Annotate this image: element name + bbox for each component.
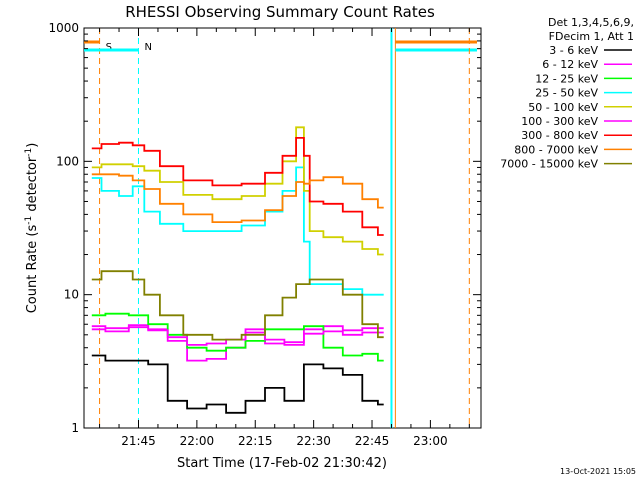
y-tick-label: 1000 — [48, 21, 79, 35]
plot-area — [83, 27, 482, 429]
legend-entry-label: 6 - 12 keV — [542, 58, 598, 71]
series-line — [91, 137, 384, 236]
legend-header-line-1: Det 1,3,4,5,6,9, — [548, 16, 634, 29]
y-tick-label: 1 — [71, 421, 79, 435]
legend-header-line-2: FDecim 1, Att 1 — [549, 30, 634, 43]
series-layer — [91, 126, 384, 414]
legend-entry-label: 50 - 100 keV — [528, 101, 598, 114]
y-tick-label: 10 — [64, 288, 79, 302]
y-axis-label: Count Rate (s-1 detector-1) — [24, 143, 40, 314]
x-tick-label: 22:00 — [180, 434, 215, 448]
legend: Det 1,3,4,5,6,9, FDecim 1, Att 1 3 - 6 k… — [500, 16, 634, 171]
y-label-sup-2: -1 — [24, 148, 34, 157]
x-tick-label: 22:30 — [296, 434, 331, 448]
series-line — [91, 354, 384, 414]
y-label-main: Count Rate (s — [25, 225, 40, 314]
series-line — [91, 312, 384, 362]
x-tick-label: 22:15 — [238, 434, 273, 448]
footer-date: 13-Oct-2021 15:05 — [560, 467, 636, 476]
series-line — [91, 166, 384, 296]
x-tick-label: 23:00 — [413, 434, 448, 448]
legend-entry-label: 300 - 800 keV — [521, 129, 598, 142]
legend-entry-label: 7000 - 15000 keV — [500, 158, 598, 171]
y-tick-label: 100 — [56, 154, 79, 168]
x-tick-label: 22:45 — [355, 434, 390, 448]
x-axis-label: Start Time (17-Feb-02 21:30:42) — [177, 456, 387, 471]
x-tick-label: 21:45 — [121, 434, 156, 448]
y-axis: 1 10 100 1000 — [48, 21, 481, 435]
series-line — [91, 173, 384, 223]
series-line — [91, 326, 384, 346]
series-line — [91, 126, 384, 256]
legend-entry-label: 100 - 300 keV — [521, 115, 598, 128]
y-label-mid: detector — [25, 156, 40, 216]
legend-entry-label: 12 - 25 keV — [535, 72, 598, 85]
legend-entry-label: 25 - 50 keV — [535, 87, 598, 100]
series-line — [91, 270, 384, 341]
y-label-sup-1: -1 — [24, 216, 34, 225]
plot-frame — [83, 27, 482, 429]
y-label-end: ) — [25, 143, 40, 148]
chart-title: RHESSI Observing Summary Count Rates — [125, 3, 435, 21]
marker-label: N — [144, 42, 151, 53]
marker-label: S — [106, 42, 112, 53]
x-axis: 21:45 22:00 22:15 22:30 22:45 23:00 — [99, 28, 470, 448]
legend-entry-label: 800 - 7000 keV — [514, 143, 598, 156]
legend-entry-label: 3 - 6 keV — [549, 44, 598, 57]
